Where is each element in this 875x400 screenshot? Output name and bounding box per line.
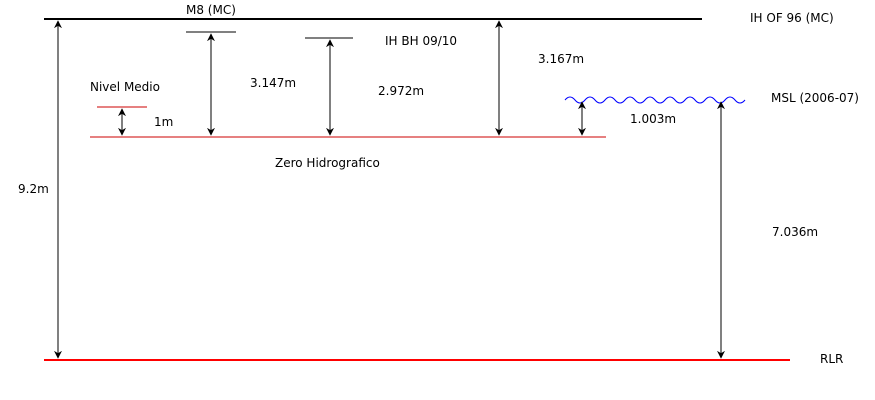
msl-rlr-height-label: 7.036m	[772, 225, 818, 239]
total-height-label: 9.2m	[18, 182, 49, 196]
msl-height-label: 1.003m	[630, 112, 676, 126]
m8-label: M8 (MC)	[186, 3, 236, 17]
msl-wave	[564, 96, 746, 104]
ih-bh-height-label: 2.972m	[378, 84, 424, 98]
m8-height-label: 3.147m	[250, 76, 296, 90]
zero-hidrografico-label: Zero Hidrografico	[275, 156, 380, 170]
msl-label: MSL (2006-07)	[771, 91, 859, 105]
nivel-medio-label: Nivel Medio	[90, 80, 160, 94]
ih-of-96-height-label: 3.167m	[538, 52, 584, 66]
ih-bh-label: IH BH 09/10	[385, 34, 457, 48]
rlr-label: RLR	[820, 352, 843, 366]
ih-of-96-label: IH OF 96 (MC)	[750, 11, 834, 25]
nivel-medio-height-label: 1m	[154, 115, 173, 129]
